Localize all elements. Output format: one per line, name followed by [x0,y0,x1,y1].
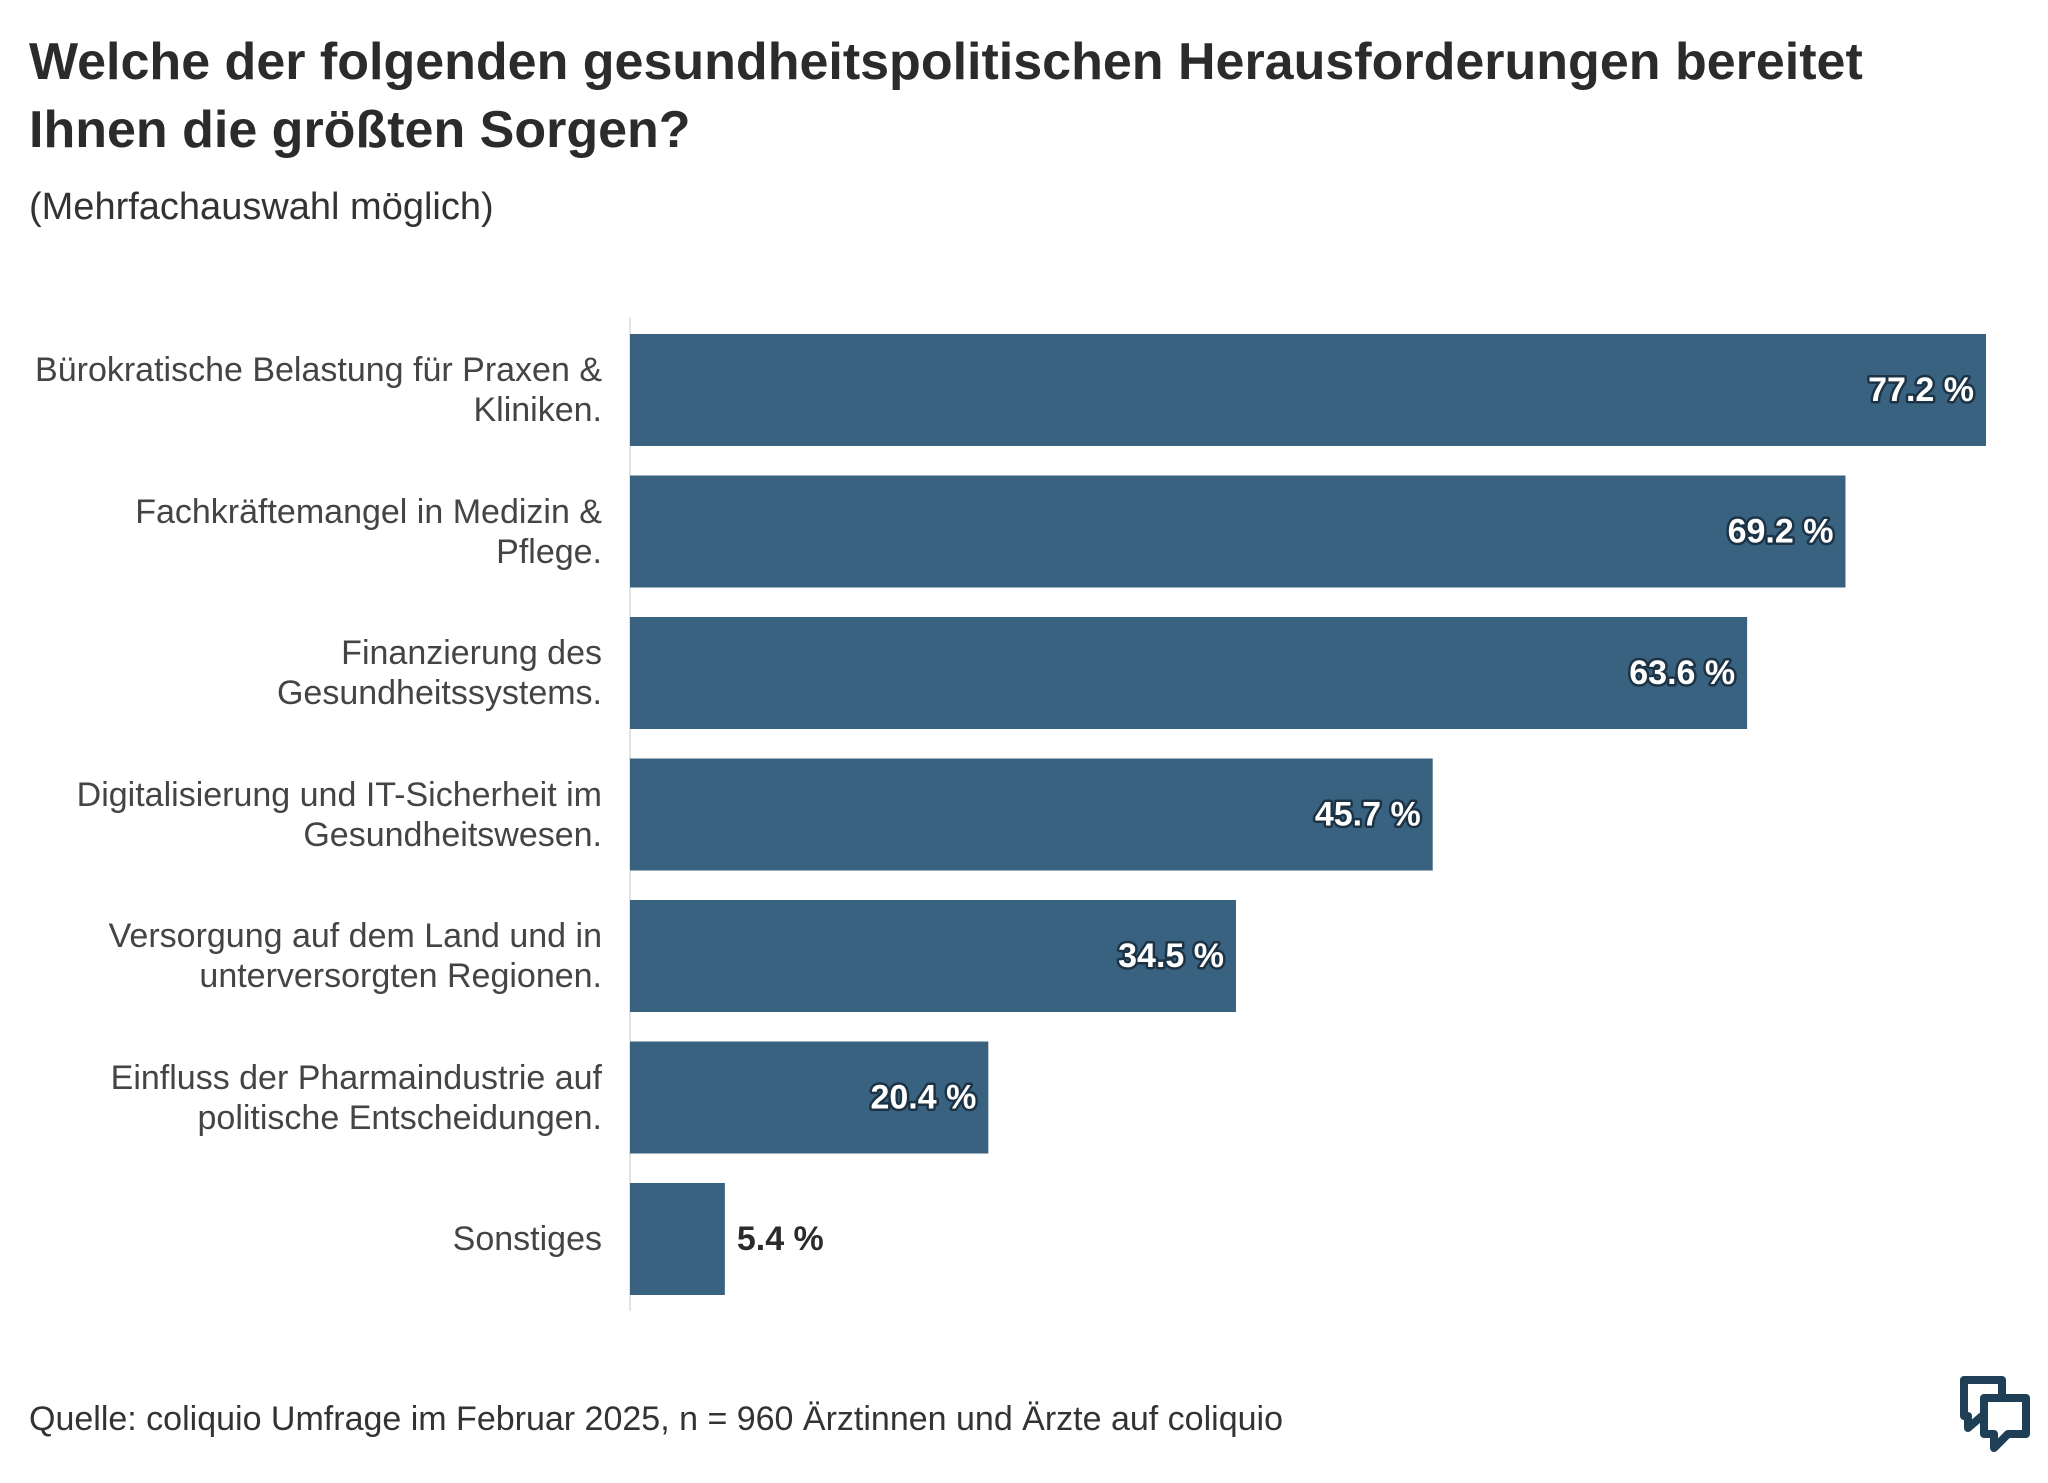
chart-title: Welche der folgenden gesundheitspolitisc… [29,33,1863,159]
source-note: Quelle: coliquio Umfrage im Februar 2025… [29,1400,1283,1438]
category-label: Einfluss der Pharmaindustrie auf politis… [110,1058,602,1137]
value-label: 5.4 % [737,1220,824,1258]
value-label: 34.5 % [1118,937,1224,975]
bar [630,334,1986,446]
category-label: Versorgung auf dem Land und in untervers… [108,917,602,995]
category-label: Fachkräftemangel in Medizin & Pflege. [135,492,602,571]
value-label: 77.2 % [1868,371,1974,409]
value-label: 63.6 % [1629,654,1735,692]
bar [630,1183,725,1295]
bar [630,617,1748,729]
chart-subtitle: (Mehrfachauswahl möglich) [29,186,494,228]
category-label: Bürokratische Belastung für Praxen & Kli… [35,351,602,429]
value-label: 20.4 % [870,1078,976,1116]
bar [630,1041,989,1154]
bar [630,475,1846,588]
bar [630,758,1433,871]
logo [1960,1376,2030,1452]
bar [630,900,1236,1012]
category-label: Finanzierung des Gesundheitssystems. [276,634,602,712]
category-label: Sonstiges [452,1220,602,1258]
value-label: 45.7 % [1315,795,1421,833]
value-label: 69.2 % [1728,512,1834,550]
category-label: Digitalisierung und IT-Sicherheit im Ges… [76,775,602,854]
